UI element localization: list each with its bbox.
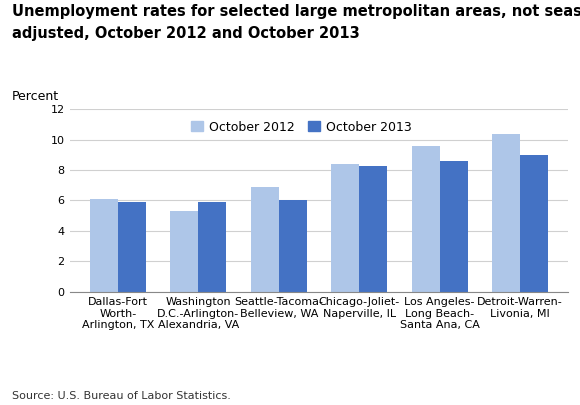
Bar [440, 161, 468, 292]
Bar [279, 200, 307, 292]
Bar [492, 134, 520, 292]
Bar [412, 146, 440, 292]
Bar [251, 187, 279, 292]
Bar [170, 211, 198, 292]
Bar [359, 166, 387, 292]
Bar [520, 155, 548, 292]
Text: Percent: Percent [12, 90, 59, 103]
Legend: October 2012, October 2013: October 2012, October 2013 [186, 115, 417, 139]
Bar [118, 202, 146, 292]
Text: Unemployment rates for selected large metropolitan areas, not seasonally: Unemployment rates for selected large me… [12, 4, 580, 19]
Text: Source: U.S. Bureau of Labor Statistics.: Source: U.S. Bureau of Labor Statistics. [12, 391, 230, 401]
Bar [331, 164, 359, 292]
Bar [198, 202, 226, 292]
Text: adjusted, October 2012 and October 2013: adjusted, October 2012 and October 2013 [12, 26, 360, 41]
Bar [90, 199, 118, 292]
